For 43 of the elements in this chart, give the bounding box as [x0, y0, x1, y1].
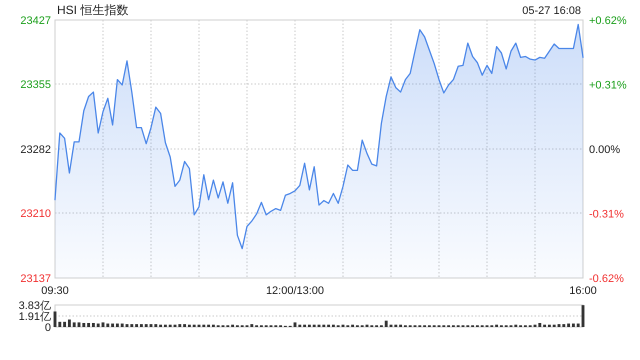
y-tick-label: 23427	[20, 15, 51, 27]
bar	[183, 324, 186, 327]
y-tick-label: 0	[44, 322, 51, 334]
bar	[178, 324, 182, 327]
bar	[572, 324, 575, 327]
bar	[150, 324, 152, 327]
x-tick-label: 16:00	[569, 285, 597, 297]
bar	[78, 322, 80, 327]
y2-tick-label: +0.62%	[589, 15, 627, 27]
y-tick-label: 23210	[20, 208, 51, 220]
y-tick-label: 1.91亿	[18, 311, 51, 324]
bar	[562, 324, 566, 327]
bar	[116, 324, 119, 327]
chart-title: HSI 恒生指数	[57, 3, 128, 17]
bar	[144, 324, 148, 327]
bar	[68, 320, 71, 327]
bar	[63, 322, 66, 327]
x-tick-label: 09:30	[41, 285, 69, 297]
bar	[250, 324, 254, 327]
bar	[130, 324, 134, 327]
bar	[154, 324, 158, 327]
bar	[140, 324, 143, 327]
bar	[92, 322, 95, 327]
text: 05-27 16:08	[522, 5, 581, 17]
bar	[567, 324, 570, 327]
bar	[126, 324, 128, 327]
bar	[87, 322, 90, 327]
y2-tick-label: -0.62%	[589, 273, 624, 285]
bar	[111, 324, 114, 327]
y2-tick-label: +0.31%	[589, 80, 627, 92]
y-tick-label: 23355	[20, 79, 51, 92]
y2-tick-label: -0.31%	[589, 208, 624, 220]
y-tick-label: 23282	[20, 144, 51, 156]
x-tick-label: 12:00/13:00	[266, 285, 324, 297]
bar	[135, 324, 138, 327]
bar	[102, 322, 104, 327]
y-tick-label: 3.83亿	[18, 300, 51, 312]
bar	[54, 311, 56, 327]
bar	[582, 305, 584, 327]
bar	[558, 324, 560, 327]
y2-tick-label: 0.00%	[589, 144, 620, 156]
y-tick-label: 23137	[20, 273, 51, 285]
bar	[294, 322, 296, 327]
